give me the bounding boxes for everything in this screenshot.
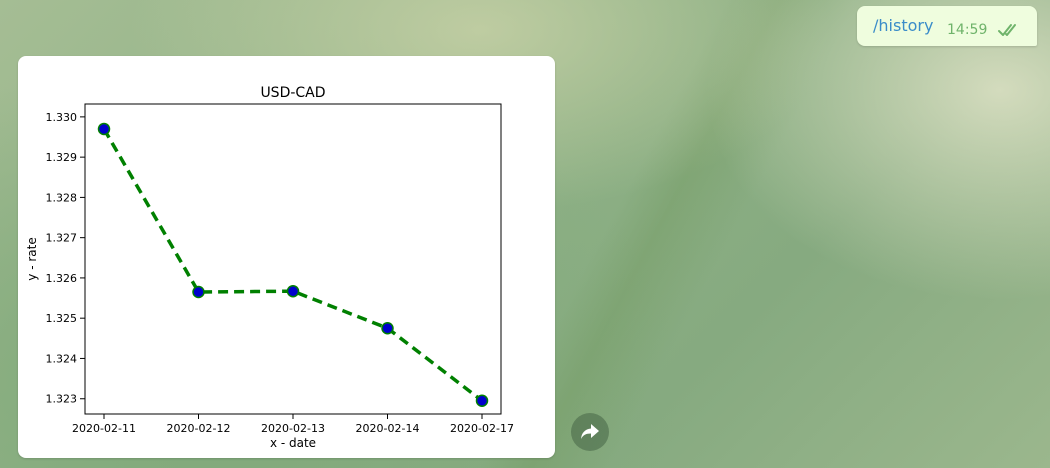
y-tick-label: 1.327: [46, 232, 78, 245]
x-tick-label: 2020-02-11: [72, 422, 136, 435]
y-tick-label: 1.326: [46, 272, 78, 285]
message-text: /history: [873, 16, 934, 35]
line-chart: USD-CAD 1.323 1.324 1.325 1.326 1.327 1.328 1.…: [25, 85, 514, 450]
forward-button[interactable]: [571, 413, 609, 451]
data-point: [286, 284, 300, 298]
y-axis-label: y - rate: [25, 237, 39, 280]
y-tick-label: 1.329: [46, 151, 78, 164]
x-axis-label: x - date: [270, 436, 316, 450]
x-tick-label: 2020-02-14: [356, 422, 420, 435]
x-tick-label: 2020-02-13: [261, 422, 325, 435]
chart-title: USD-CAD: [260, 85, 325, 101]
data-point: [97, 122, 111, 136]
outgoing-message-bubble[interactable]: /history 14:59: [857, 6, 1037, 46]
message-time: 14:59: [947, 22, 988, 38]
x-tick-label: 2020-02-12: [167, 422, 231, 435]
x-tick-label: 2020-02-17: [450, 422, 514, 435]
series-line: [102, 128, 484, 403]
data-point: [192, 285, 205, 299]
y-tick-label: 1.323: [46, 393, 78, 406]
y-tick-label: 1.325: [46, 312, 78, 325]
data-point: [381, 321, 394, 335]
y-tick-label: 1.330: [46, 111, 78, 124]
y-tick-label: 1.328: [46, 191, 78, 204]
double-check-icon: [997, 22, 1023, 38]
forward-arrow-icon: [581, 424, 599, 439]
y-tick-label: 1.324: [46, 352, 78, 365]
chart-image-message[interactable]: USD-CAD 1.323 1.324 1.325 1.326 1.327 1.328 1.…: [18, 56, 555, 458]
data-point: [475, 394, 489, 407]
